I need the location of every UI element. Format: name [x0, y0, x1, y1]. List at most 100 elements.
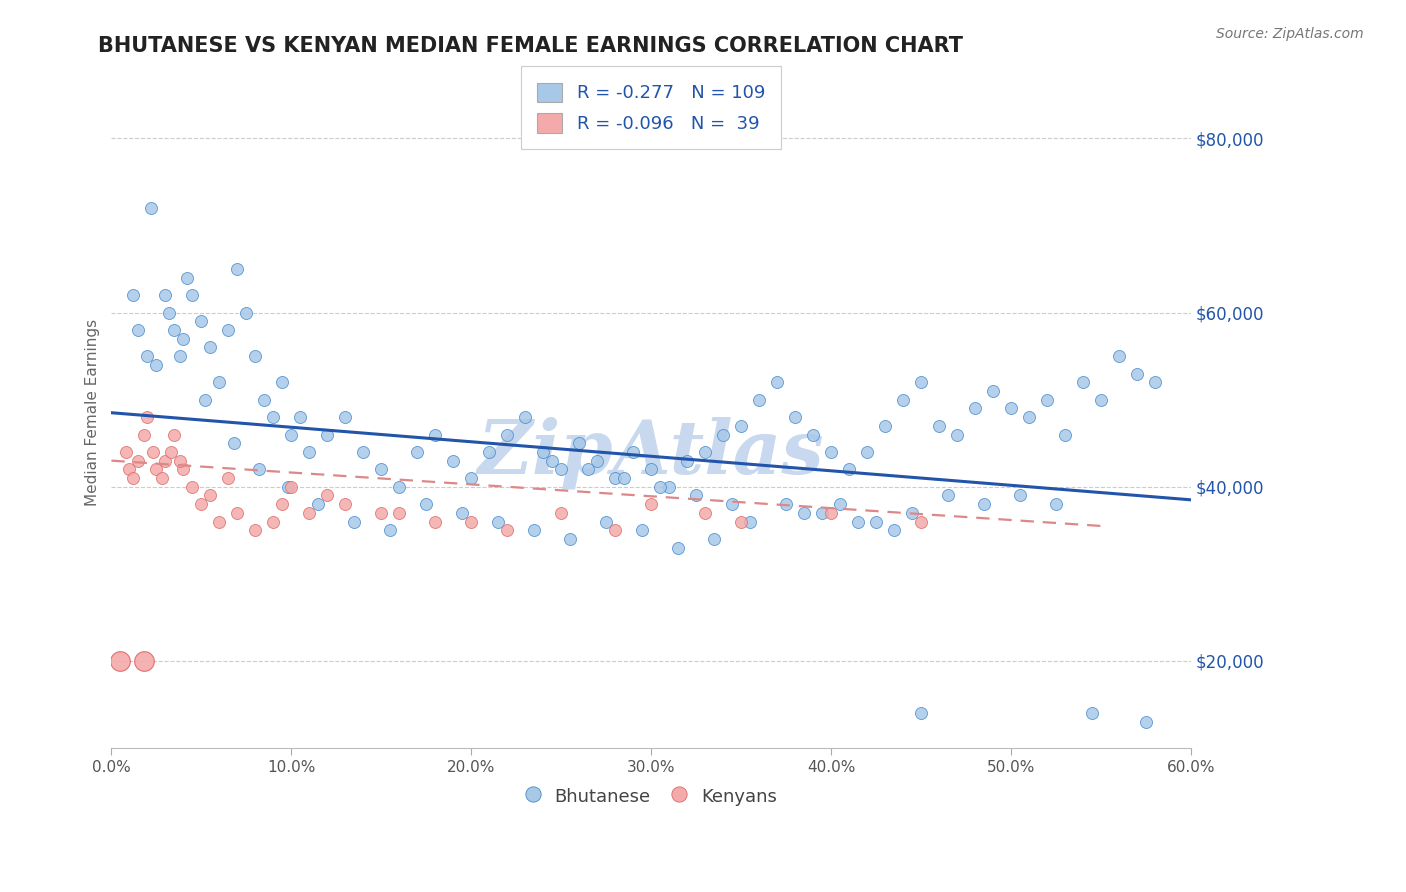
- Point: [496, 524, 519, 538]
- Point: [550, 506, 572, 520]
- Point: [666, 541, 689, 555]
- Point: [1045, 497, 1067, 511]
- Point: [235, 305, 257, 319]
- Point: [523, 524, 546, 538]
- Point: [298, 445, 321, 459]
- Text: Source: ZipAtlas.com: Source: ZipAtlas.com: [1216, 27, 1364, 41]
- Point: [820, 445, 842, 459]
- Point: [159, 445, 181, 459]
- Text: ZipAtlas: ZipAtlas: [478, 417, 824, 489]
- Point: [271, 376, 294, 390]
- Point: [247, 462, 270, 476]
- Point: [875, 418, 897, 433]
- Point: [110, 654, 132, 668]
- Point: [703, 532, 725, 546]
- Point: [169, 349, 191, 363]
- Point: [132, 654, 155, 668]
- Point: [425, 427, 447, 442]
- Point: [928, 418, 950, 433]
- Point: [1018, 410, 1040, 425]
- Point: [208, 515, 231, 529]
- Point: [1008, 488, 1031, 502]
- Point: [730, 515, 752, 529]
- Point: [190, 497, 212, 511]
- Point: [695, 445, 717, 459]
- Point: [335, 410, 357, 425]
- Point: [936, 488, 959, 502]
- Point: [290, 410, 312, 425]
- Point: [640, 462, 662, 476]
- Point: [946, 427, 969, 442]
- Point: [910, 706, 932, 721]
- Point: [343, 515, 366, 529]
- Point: [280, 480, 302, 494]
- Point: [650, 480, 672, 494]
- Point: [1143, 376, 1166, 390]
- Point: [901, 506, 924, 520]
- Point: [1126, 367, 1149, 381]
- Point: [721, 497, 744, 511]
- Point: [176, 270, 198, 285]
- Point: [586, 453, 609, 467]
- Point: [775, 497, 797, 511]
- Point: [139, 201, 162, 215]
- Point: [595, 515, 617, 529]
- Point: [1036, 392, 1059, 407]
- Point: [335, 497, 357, 511]
- Point: [155, 453, 177, 467]
- Point: [801, 427, 824, 442]
- Point: [316, 488, 339, 502]
- Point: [132, 427, 155, 442]
- Point: [222, 436, 245, 450]
- Point: [406, 445, 429, 459]
- Point: [145, 358, 167, 372]
- Point: [169, 453, 191, 467]
- Point: [226, 262, 249, 277]
- Point: [531, 445, 554, 459]
- Point: [298, 506, 321, 520]
- Point: [793, 506, 815, 520]
- Point: [496, 427, 519, 442]
- Point: [973, 497, 995, 511]
- Point: [1071, 376, 1094, 390]
- Point: [766, 376, 789, 390]
- Point: [181, 480, 204, 494]
- Point: [190, 314, 212, 328]
- Point: [730, 418, 752, 433]
- Point: [262, 410, 284, 425]
- Point: [127, 453, 149, 467]
- Point: [748, 392, 770, 407]
- Point: [280, 427, 302, 442]
- Point: [865, 515, 887, 529]
- Point: [370, 462, 392, 476]
- Point: [388, 506, 411, 520]
- Point: [478, 445, 501, 459]
- Point: [388, 480, 411, 494]
- Point: [568, 436, 591, 450]
- Point: [114, 445, 136, 459]
- Point: [1053, 427, 1076, 442]
- Point: [910, 376, 932, 390]
- Point: [515, 410, 537, 425]
- Y-axis label: Median Female Earnings: Median Female Earnings: [86, 319, 100, 507]
- Point: [226, 506, 249, 520]
- Point: [1000, 401, 1022, 416]
- Point: [245, 524, 267, 538]
- Point: [172, 332, 194, 346]
- Point: [150, 471, 173, 485]
- Point: [541, 453, 564, 467]
- Point: [352, 445, 374, 459]
- Point: [711, 427, 734, 442]
- Point: [271, 497, 294, 511]
- Point: [370, 506, 392, 520]
- Point: [785, 410, 807, 425]
- Point: [811, 506, 834, 520]
- Point: [155, 288, 177, 302]
- Point: [658, 480, 681, 494]
- Point: [194, 392, 217, 407]
- Point: [460, 471, 482, 485]
- Point: [208, 376, 231, 390]
- Point: [605, 524, 627, 538]
- Point: [163, 323, 186, 337]
- Point: [1108, 349, 1130, 363]
